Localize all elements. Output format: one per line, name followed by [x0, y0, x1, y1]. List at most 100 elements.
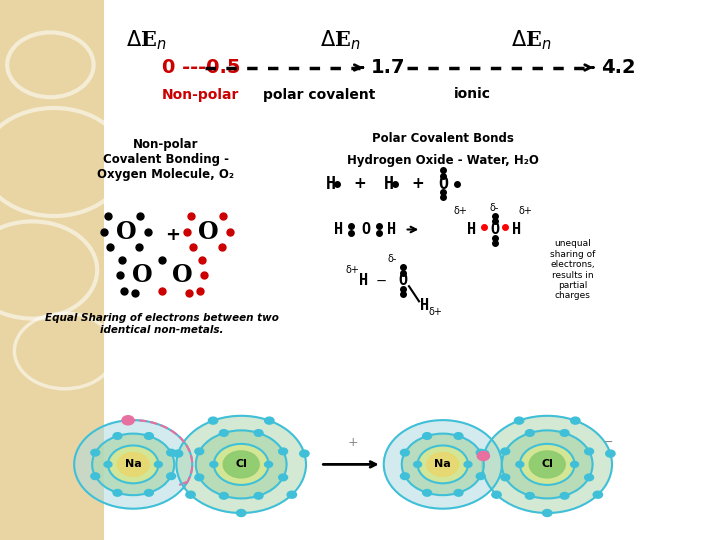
- Circle shape: [413, 461, 422, 468]
- Text: O: O: [438, 174, 448, 193]
- Circle shape: [560, 430, 569, 436]
- Text: 0 ---0.5: 0 ---0.5: [162, 58, 240, 77]
- Circle shape: [166, 449, 176, 456]
- Text: δ-: δ-: [387, 254, 397, 264]
- Text: +: +: [348, 436, 358, 449]
- Circle shape: [520, 444, 575, 485]
- Circle shape: [287, 491, 297, 498]
- Circle shape: [423, 489, 431, 496]
- Circle shape: [400, 473, 410, 480]
- Circle shape: [570, 461, 579, 468]
- Text: H: H: [334, 222, 343, 237]
- Circle shape: [210, 461, 218, 468]
- Text: O: O: [172, 264, 192, 287]
- Circle shape: [196, 430, 287, 498]
- Circle shape: [480, 450, 489, 457]
- FancyBboxPatch shape: [0, 0, 104, 540]
- Circle shape: [145, 489, 153, 496]
- Text: —: —: [369, 274, 394, 288]
- Text: $\Delta$E$_n$: $\Delta$E$_n$: [511, 29, 552, 52]
- Circle shape: [91, 449, 100, 456]
- Circle shape: [464, 461, 472, 468]
- Text: δ-: δ-: [490, 203, 500, 213]
- Text: +: +: [354, 176, 366, 191]
- Circle shape: [74, 420, 192, 509]
- Circle shape: [454, 433, 463, 440]
- Text: −: −: [603, 436, 613, 449]
- Text: $\Delta$E$_n$: $\Delta$E$_n$: [126, 29, 167, 52]
- Text: O: O: [116, 220, 136, 244]
- Circle shape: [476, 449, 485, 456]
- Circle shape: [254, 492, 263, 499]
- Text: H: H: [387, 222, 396, 237]
- Circle shape: [418, 446, 468, 483]
- Circle shape: [265, 417, 274, 424]
- Text: O: O: [132, 264, 152, 287]
- Circle shape: [402, 434, 484, 495]
- Text: polar covalent: polar covalent: [263, 87, 375, 102]
- Text: O: O: [399, 273, 408, 288]
- Text: Non-polar
Covalent Bonding -
Oxygen Molecule, O₂: Non-polar Covalent Bonding - Oxygen Mole…: [97, 138, 234, 181]
- Circle shape: [113, 433, 122, 440]
- Text: Cl: Cl: [541, 460, 553, 469]
- Circle shape: [176, 416, 306, 513]
- Circle shape: [279, 474, 287, 481]
- Circle shape: [482, 416, 612, 513]
- Circle shape: [279, 448, 287, 455]
- Text: δ+: δ+: [454, 206, 468, 215]
- Text: Cl: Cl: [235, 460, 247, 469]
- Circle shape: [593, 491, 603, 498]
- Text: +: +: [411, 176, 424, 191]
- Text: +: +: [166, 226, 180, 244]
- Text: Non-polar: Non-polar: [162, 87, 239, 102]
- Circle shape: [502, 430, 593, 498]
- Circle shape: [476, 473, 485, 480]
- Circle shape: [492, 491, 501, 498]
- Circle shape: [108, 446, 158, 483]
- Text: H: H: [384, 174, 394, 193]
- Text: 4.2: 4.2: [601, 58, 636, 77]
- Circle shape: [208, 417, 217, 424]
- Circle shape: [220, 430, 228, 436]
- Text: H: H: [420, 298, 429, 313]
- Circle shape: [186, 491, 195, 498]
- Circle shape: [560, 492, 569, 499]
- Circle shape: [400, 449, 410, 456]
- Circle shape: [113, 489, 122, 496]
- Circle shape: [526, 492, 534, 499]
- Text: H: H: [512, 222, 521, 237]
- Circle shape: [117, 453, 149, 476]
- Circle shape: [543, 510, 552, 516]
- Circle shape: [264, 461, 273, 468]
- Circle shape: [585, 448, 593, 455]
- Text: Equal Sharing of electrons between two
identical non-metals.: Equal Sharing of electrons between two i…: [45, 313, 279, 335]
- Text: unequal
sharing of
electrons,
results in
partial
charges: unequal sharing of electrons, results in…: [549, 240, 595, 300]
- Circle shape: [300, 450, 309, 457]
- Circle shape: [254, 430, 263, 436]
- Circle shape: [214, 444, 269, 485]
- Circle shape: [571, 417, 580, 424]
- Text: O: O: [361, 222, 370, 237]
- Circle shape: [529, 451, 565, 478]
- Text: O: O: [490, 222, 499, 237]
- Circle shape: [423, 433, 431, 440]
- Text: H: H: [359, 273, 368, 288]
- Circle shape: [92, 434, 174, 495]
- Text: Na: Na: [125, 460, 142, 469]
- Text: O: O: [199, 220, 219, 244]
- Circle shape: [585, 474, 593, 481]
- Circle shape: [166, 473, 176, 480]
- Circle shape: [91, 473, 100, 480]
- Text: 1.7: 1.7: [371, 58, 405, 77]
- Text: Hydrogen Oxide - Water, H₂O: Hydrogen Oxide - Water, H₂O: [347, 154, 539, 167]
- Text: H: H: [326, 174, 336, 193]
- Circle shape: [427, 453, 459, 476]
- Circle shape: [104, 461, 112, 468]
- Circle shape: [195, 448, 204, 455]
- Text: δ+: δ+: [518, 206, 533, 215]
- Text: Na: Na: [434, 460, 451, 469]
- Circle shape: [514, 417, 523, 424]
- Circle shape: [145, 433, 153, 440]
- Circle shape: [384, 420, 502, 509]
- Circle shape: [220, 492, 228, 499]
